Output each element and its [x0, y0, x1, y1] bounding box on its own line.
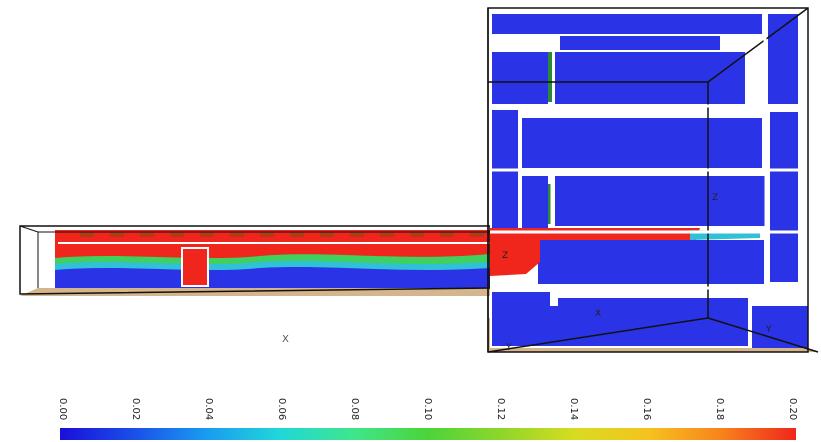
room-panel — [492, 14, 762, 34]
green-accent — [548, 52, 552, 102]
axis-y-marker: Y — [765, 325, 772, 335]
room-panel — [522, 176, 548, 228]
room-panel — [555, 52, 745, 104]
room-panel — [768, 14, 798, 104]
colorbar-tick-label: 0.04 — [203, 398, 214, 421]
room-panel — [558, 298, 748, 306]
colorbar-tick-label: 0.02 — [130, 398, 141, 421]
colorbar-tick-label: 0.20 — [787, 398, 798, 421]
axis-z-marker: Z — [502, 251, 508, 261]
axis-z-marker: Z — [712, 193, 718, 203]
corridor-blue-field — [55, 267, 490, 288]
room-box — [487, 7, 819, 353]
colorbar-tick-label: 0.00 — [57, 398, 68, 421]
colorbar-tick-label: 0.10 — [422, 398, 433, 421]
corridor-obstruction — [181, 247, 209, 287]
colorbar-tick-label: 0.14 — [568, 398, 579, 421]
colorbar-tick-label: 0.18 — [714, 398, 725, 421]
colorbar-tick-label: 0.12 — [495, 398, 506, 421]
corridor — [19, 225, 491, 296]
green-accent — [548, 184, 552, 224]
axis-y-marker: Y — [505, 343, 512, 353]
colorbar — [60, 428, 796, 440]
room-panel — [770, 112, 798, 282]
room-red-jet — [490, 228, 700, 276]
room-panel — [555, 176, 765, 226]
ceiling-vents — [80, 232, 484, 237]
colorbar-tick-label: 0.06 — [276, 398, 287, 421]
room-panel — [492, 292, 550, 306]
colorbar-tick-label: 0.16 — [641, 398, 652, 421]
room-panel — [492, 306, 748, 346]
axis-x-marker: X — [282, 334, 289, 345]
room-panel — [560, 36, 720, 50]
room-panel — [522, 118, 762, 168]
colorbar-tick-label: 0.08 — [349, 398, 360, 421]
axis-x-marker: X — [595, 309, 601, 319]
room-panel — [538, 240, 764, 284]
room-panel — [752, 306, 808, 348]
room-panel — [492, 52, 548, 104]
